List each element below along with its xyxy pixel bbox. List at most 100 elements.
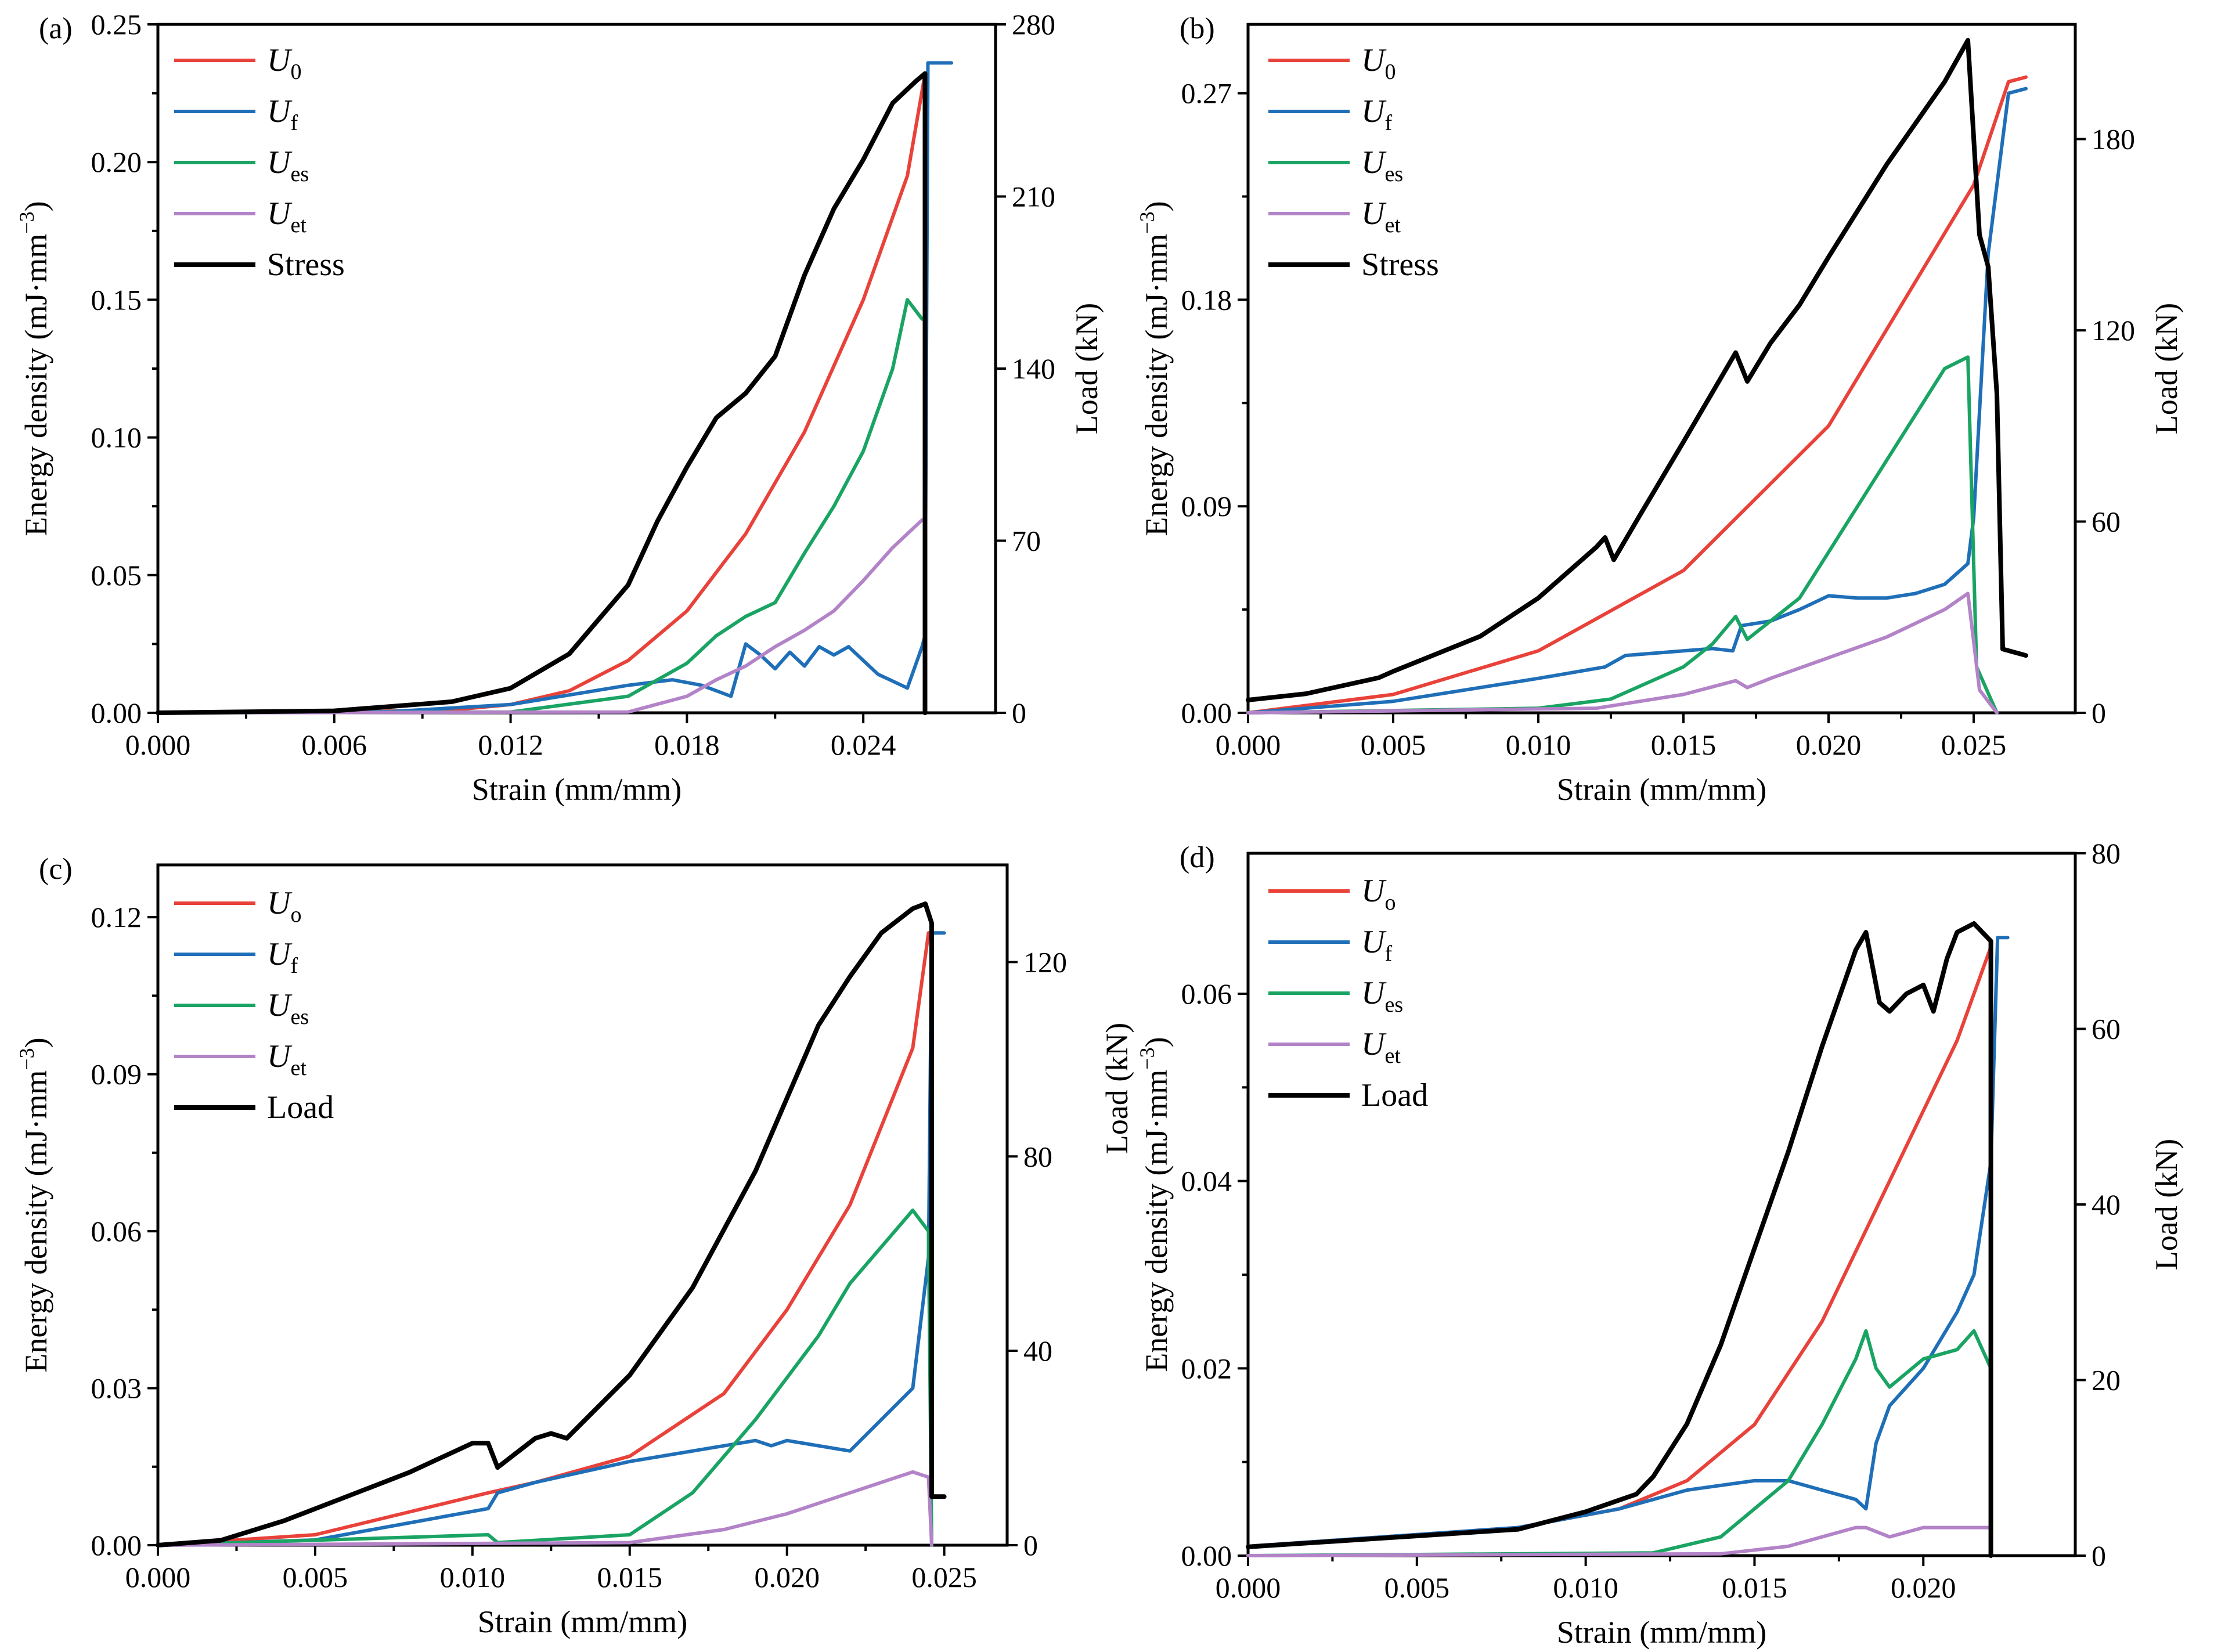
- legend-label-main: U: [267, 42, 293, 78]
- y2-tick-label: 20: [2092, 1364, 2121, 1397]
- x-axis-title: Strain (mm/mm): [1557, 772, 1766, 807]
- legend-label-sub: es: [1384, 993, 1403, 1017]
- x-tick-label: 0.005: [283, 1561, 348, 1593]
- legend-label-main: U: [1361, 93, 1387, 129]
- y2-tick-label: 40: [2092, 1188, 2121, 1221]
- legend-label: Uf: [267, 93, 298, 135]
- y2-tick-label: 60: [2092, 506, 2121, 538]
- panel-c: 0.000 0.005 0.010 0.015 0.020 0.025 0.00 0.03 0.…: [15, 853, 1067, 1639]
- series-line-load: [156, 901, 947, 1548]
- y-tick-label: 0.27: [1181, 77, 1232, 110]
- panel-a: 0.000 0.006 0.012 0.018 0.024 0.00 0.05 0.10 0.1…: [15, 8, 1104, 807]
- x-tick-label: 0.010: [440, 1561, 506, 1593]
- legend-label-main: U: [1361, 975, 1387, 1011]
- y-tick-label: 0.04: [1181, 1165, 1232, 1197]
- x-tick-label: 0.020: [1891, 1571, 1956, 1604]
- y2-tick-label: 80: [1023, 1140, 1052, 1173]
- legend-label: Uf: [267, 936, 298, 978]
- legend-label: Uet: [1361, 196, 1401, 237]
- y-axis-title-close: ): [1139, 201, 1174, 211]
- y-tick-label: 0.15: [91, 283, 142, 316]
- y2-tick-label: 210: [1012, 181, 1055, 213]
- series-line-ues: [1246, 1329, 1993, 1557]
- y-tick-label: 0.00: [91, 697, 142, 729]
- y2-tick-label: 70: [1012, 525, 1041, 557]
- y-axis-title-main: Energy density (mJ·mm: [1139, 1070, 1174, 1372]
- x-tick-label: 0.000: [1216, 728, 1281, 761]
- x-tick-label: 0.015: [597, 1561, 663, 1593]
- series-line-ues: [156, 1209, 933, 1547]
- series-line-u0: [1246, 945, 1993, 1548]
- legend-label: Ues: [1361, 975, 1403, 1017]
- y-axis-title: Energy density (mJ·mm−3): [1135, 201, 1174, 536]
- legend-label-sub: 0: [290, 60, 301, 84]
- legend-label: Uet: [267, 1038, 307, 1080]
- y-axis-title-close: ): [19, 1037, 53, 1048]
- legend-label-sub: f: [290, 954, 298, 978]
- legend-label-sub: f: [1384, 942, 1392, 966]
- x-tick-label: 0.000: [125, 1561, 191, 1593]
- legend-label: Ues: [267, 145, 309, 186]
- y2-axis-title: Load (kN): [1069, 303, 1104, 434]
- y2-tick-label: 0: [1012, 697, 1026, 729]
- legend-label: Uet: [1361, 1026, 1401, 1068]
- x-axis-title: Strain (mm/mm): [472, 772, 682, 807]
- x-tick-label: 0.025: [1941, 728, 2007, 761]
- x-tick-label: 0.015: [1651, 728, 1717, 761]
- y2-tick-label: 60: [2092, 1013, 2121, 1045]
- series-line-u0: [156, 931, 931, 1547]
- y2-tick-label: 120: [1023, 946, 1067, 978]
- x-tick-label: 0.015: [1722, 1571, 1787, 1604]
- series-line-uet: [1246, 1525, 1993, 1557]
- legend-label-sub: es: [1384, 162, 1403, 186]
- legend-label: Uo: [267, 885, 301, 927]
- x-tick-label: 0.020: [754, 1561, 820, 1593]
- y-axis-title-sup: −3: [15, 1048, 38, 1070]
- legend-label: Stress: [1361, 247, 1439, 283]
- series-line-uet: [156, 518, 924, 715]
- legend-label-main: U: [1361, 924, 1387, 960]
- legend-label-sub: f: [290, 111, 298, 135]
- legend-label-main: U: [1361, 42, 1387, 78]
- left-load-axis-title: Load (kN): [1099, 1023, 1134, 1154]
- legend-label: Uo: [1361, 873, 1396, 915]
- legend-label-sub: f: [1384, 111, 1392, 135]
- y-axis-title-close: ): [1139, 1037, 1174, 1047]
- y-axis-title-close: ): [19, 201, 53, 211]
- x-tick-label: 0.005: [1384, 1571, 1450, 1604]
- y-tick-label: 0.12: [91, 901, 142, 933]
- panel-label: (a): [39, 12, 73, 45]
- legend-label-main: Stress: [1361, 247, 1439, 283]
- legend-label-main: U: [267, 987, 293, 1023]
- x-tick-label: 0.005: [1361, 728, 1426, 761]
- y-tick-label: 0.10: [91, 421, 142, 454]
- x-tick-label: 0.025: [911, 1561, 977, 1593]
- panel-d: 0.000 0.005 0.010 0.015 0.020 0.00 0.02 0.04 0.0…: [1099, 837, 2184, 1650]
- y2-tick-label: 0: [2092, 697, 2106, 729]
- legend-label-sub: es: [290, 162, 309, 186]
- legend-label: U0: [1361, 42, 1396, 84]
- panel-label: (c): [39, 853, 73, 886]
- legend-label-main: Stress: [267, 247, 345, 283]
- legend-label-main: Load: [1361, 1077, 1428, 1113]
- y-tick-label: 0.20: [91, 146, 142, 178]
- y2-tick-label: 180: [2092, 123, 2135, 156]
- y-tick-label: 0.00: [1181, 1539, 1232, 1572]
- legend-label-main: U: [267, 1038, 293, 1074]
- x-tick-label: 0.010: [1553, 1571, 1618, 1604]
- series-line-ues: [1246, 355, 1999, 715]
- series-line-uf: [1246, 86, 2028, 715]
- plot-frame: [1246, 23, 2077, 715]
- y2-tick-label: 0: [2092, 1539, 2106, 1572]
- series-line-uf: [156, 931, 946, 1547]
- y-tick-label: 0.00: [1181, 697, 1232, 729]
- x-tick-label: 0.012: [478, 728, 543, 761]
- legend-label-main: Load: [267, 1090, 334, 1126]
- x-tick-label: 0.024: [831, 728, 896, 761]
- x-tick-label: 0.010: [1506, 728, 1571, 761]
- legend-label-main: U: [1361, 145, 1387, 181]
- plot-frame: [156, 863, 1009, 1547]
- y-tick-label: 0.06: [91, 1215, 142, 1247]
- y2-tick-label: 40: [1023, 1334, 1052, 1367]
- legend-label-sub: et: [290, 1056, 307, 1080]
